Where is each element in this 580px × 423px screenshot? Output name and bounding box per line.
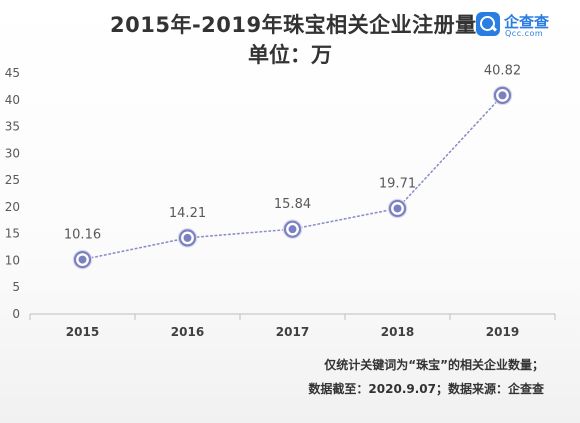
data-point: [288, 225, 297, 234]
brand-logo: 企查查 Qcc.com: [476, 12, 576, 40]
y-tick-label: 30: [5, 146, 20, 160]
y-tick-label: 35: [5, 120, 20, 134]
footnote-scope: 仅统计关键词为“珠宝”的相关企业数量；: [324, 358, 544, 372]
footnote-source: 数据截至：2020.9.07；数据来源：企查查: [308, 382, 544, 396]
y-tick-label: 25: [5, 173, 20, 187]
data-point: [183, 233, 192, 242]
y-tick-label: 45: [5, 66, 20, 80]
data-label: 40.82: [484, 63, 521, 78]
y-tick-label: 10: [5, 253, 20, 267]
data-point: [393, 204, 402, 213]
data-label: 19.71: [379, 176, 416, 191]
y-tick-label: 40: [5, 93, 20, 107]
x-tick-label: 2019: [486, 325, 519, 339]
brand-logo-domain: Qcc.com: [505, 29, 544, 38]
x-tick-label: 2018: [381, 325, 414, 339]
x-tick-label: 2016: [171, 325, 204, 339]
y-tick-label: 5: [12, 280, 20, 294]
data-label: 10.16: [64, 228, 101, 243]
data-point: [498, 91, 507, 100]
x-tick-label: 2017: [276, 325, 309, 339]
data-point: [78, 255, 87, 264]
brand-logo-name: 企查查: [504, 13, 550, 31]
data-label: 15.84: [274, 197, 311, 212]
chart-subtitle: 单位：万: [248, 43, 332, 67]
y-tick-label: 20: [5, 200, 20, 214]
magnifier-logo-icon: [476, 12, 500, 36]
y-tick-label: 0: [12, 307, 20, 321]
y-tick-label: 15: [5, 227, 20, 241]
x-tick-label: 2015: [66, 325, 99, 339]
data-label: 14.21: [169, 206, 206, 221]
chart-title: 2015年-2019年珠宝相关企业注册量: [110, 13, 477, 37]
